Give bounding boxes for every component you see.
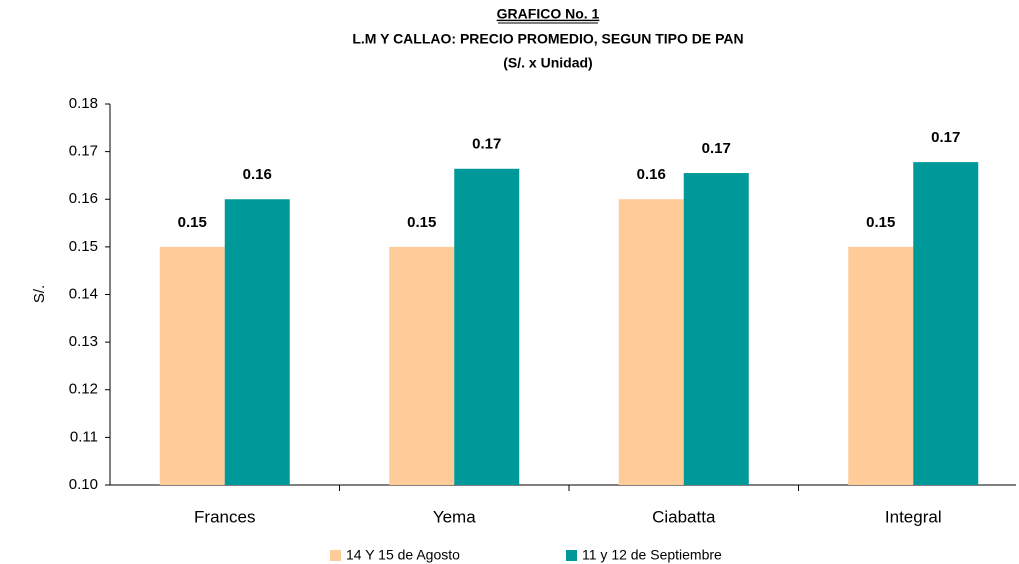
y-tick-label: 0.16 <box>69 190 98 207</box>
y-tick-label: 0.18 <box>69 95 98 112</box>
legend-swatch <box>330 550 341 561</box>
y-tick-label: 0.11 <box>70 428 98 445</box>
value-label: 0.15 <box>407 214 436 231</box>
y-axis-label: S/. <box>31 285 48 303</box>
chart-subtitle: L.M Y CALLAO: PRECIO PROMEDIO, SEGUN TIP… <box>352 31 743 47</box>
y-tick-label: 0.15 <box>69 238 98 255</box>
bar <box>224 199 290 485</box>
bar <box>683 173 749 485</box>
bar <box>159 246 225 485</box>
y-tick-label: 0.14 <box>69 285 98 302</box>
chart-title: GRAFICO No. 1 <box>497 6 600 22</box>
x-tick-label: Ciabatta <box>652 507 716 526</box>
value-label: 0.15 <box>178 214 207 231</box>
y-tick-label: 0.17 <box>69 143 98 160</box>
legend-swatch <box>566 550 577 561</box>
bar <box>389 246 455 485</box>
value-label: 0.17 <box>472 136 501 153</box>
value-label: 0.15 <box>866 214 895 231</box>
bar <box>913 162 979 486</box>
value-label: 0.16 <box>243 166 272 183</box>
bar <box>454 168 520 485</box>
y-tick-label: 0.10 <box>69 476 98 493</box>
y-tick-label: 0.12 <box>69 381 98 398</box>
y-tick-label: 0.13 <box>69 333 98 350</box>
legend-label: 14 Y 15 de Agosto <box>346 547 460 563</box>
bar <box>618 199 684 485</box>
unit-note: (S/. x Unidad) <box>503 55 592 71</box>
x-tick-label: Integral <box>885 507 942 526</box>
x-tick-label: Yema <box>433 507 476 526</box>
bar <box>848 246 914 485</box>
x-tick-label: Frances <box>194 507 255 526</box>
legend-label: 11 y 12 de Septiembre <box>582 547 722 563</box>
value-label: 0.17 <box>931 129 960 146</box>
value-label: 0.17 <box>702 140 731 157</box>
value-label: 0.16 <box>637 166 666 183</box>
